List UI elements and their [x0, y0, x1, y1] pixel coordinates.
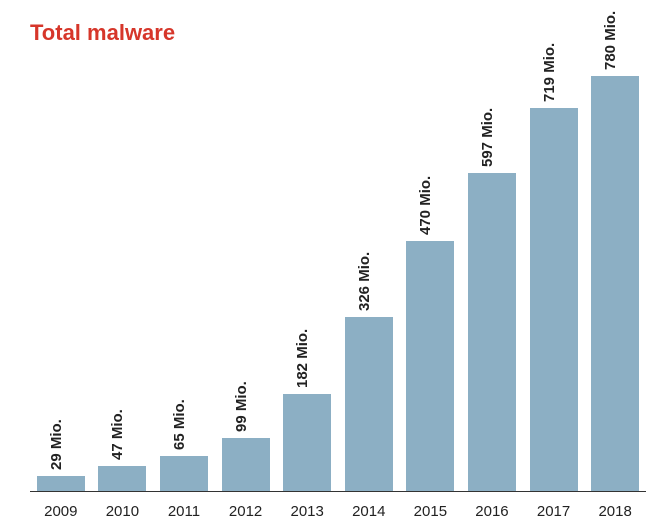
- bar-slot: 29 Mio.: [30, 65, 92, 491]
- x-tick: 2013: [276, 503, 338, 520]
- x-tick: 2016: [461, 503, 523, 520]
- chart-title: Total malware: [30, 20, 175, 46]
- bar-value-label: 326 Mio.: [356, 252, 373, 311]
- bar-slot: 182 Mio.: [276, 65, 338, 491]
- bar-slot: 719 Mio.: [523, 65, 585, 491]
- x-tick: 2010: [92, 503, 154, 520]
- bar-slot: 326 Mio.: [338, 65, 400, 491]
- x-tick: 2012: [215, 503, 277, 520]
- bar: 65 Mio.: [160, 456, 208, 491]
- bar-value-label: 65 Mio.: [171, 400, 188, 451]
- x-axis: 2009201020112012201320142015201620172018: [30, 503, 646, 520]
- bar: 780 Mio.: [591, 76, 639, 491]
- bar-value-label: 29 Mio.: [48, 419, 65, 470]
- bar: 326 Mio.: [345, 317, 393, 491]
- bar-slot: 99 Mio.: [215, 65, 277, 491]
- bar-slot: 470 Mio.: [400, 65, 462, 491]
- bar-slot: 65 Mio.: [153, 65, 215, 491]
- bars-group: 29 Mio. 47 Mio. 65 Mio. 99 Mio. 182 Mio. 326 …: [30, 65, 646, 491]
- malware-bar-chart: Total malware 29 Mio. 47 Mio. 65 Mio. 99 Mi…: [0, 0, 661, 532]
- bar: 470 Mio.: [406, 241, 454, 491]
- bar: 47 Mio.: [98, 466, 146, 491]
- bar-value-label: 47 Mio.: [109, 409, 126, 460]
- bar-slot: 597 Mio.: [461, 65, 523, 491]
- bar-value-label: 719 Mio.: [541, 43, 558, 102]
- x-tick: 2017: [523, 503, 585, 520]
- bar: 99 Mio.: [222, 438, 270, 491]
- x-tick: 2014: [338, 503, 400, 520]
- plot-area: 29 Mio. 47 Mio. 65 Mio. 99 Mio. 182 Mio. 326 …: [30, 65, 646, 492]
- bar-slot: 780 Mio.: [584, 65, 646, 491]
- x-tick: 2018: [584, 503, 646, 520]
- x-tick: 2009: [30, 503, 92, 520]
- bar-value-label: 182 Mio.: [294, 329, 311, 388]
- x-tick: 2011: [153, 503, 215, 520]
- bar-value-label: 470 Mio.: [417, 176, 434, 235]
- bar-value-label: 780 Mio.: [602, 10, 619, 69]
- bar: 597 Mio.: [468, 173, 516, 491]
- bar: 182 Mio.: [283, 394, 331, 491]
- bar-value-label: 597 Mio.: [479, 108, 496, 167]
- bar: 29 Mio.: [37, 476, 85, 491]
- x-tick: 2015: [400, 503, 462, 520]
- bar: 719 Mio.: [530, 108, 578, 491]
- bar-value-label: 99 Mio.: [233, 381, 250, 432]
- bar-slot: 47 Mio.: [92, 65, 154, 491]
